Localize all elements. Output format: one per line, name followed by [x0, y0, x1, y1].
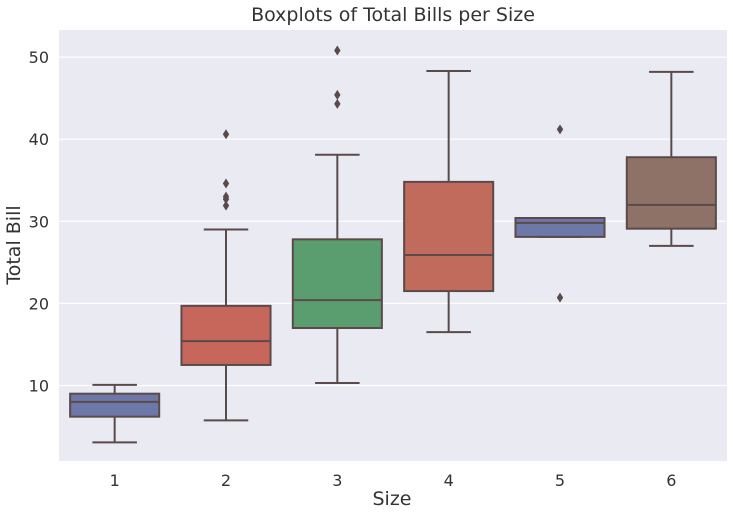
outlier-2-3	[222, 178, 230, 189]
x-tick-label-5: 5	[555, 471, 565, 490]
plot-background	[59, 30, 727, 461]
x-tick-label-2: 2	[221, 471, 231, 490]
outlier-3-1	[334, 89, 341, 100]
box-group-6	[625, 70, 717, 247]
tick-labels: 10 20 30 40 50 1 2 3 4 5 6	[29, 48, 677, 490]
y-tick-label-40: 40	[29, 130, 49, 149]
outlier-5-1	[556, 124, 564, 135]
x-tick-label-1: 1	[110, 471, 120, 490]
x-axis-label: Size	[372, 488, 411, 510]
x-tick-label-4: 4	[444, 471, 454, 490]
x-tick-label-6: 6	[666, 471, 676, 490]
y-axis-label: Total Bill	[3, 205, 25, 285]
box-group-2	[180, 129, 272, 422]
outlier-3-0	[334, 98, 341, 109]
box-group-3	[291, 45, 383, 385]
gridlines	[59, 56, 727, 387]
box-3	[291, 238, 383, 330]
y-tick-label-10: 10	[29, 376, 49, 395]
y-tick-label-50: 50	[29, 48, 49, 67]
outlier-2-2	[222, 191, 230, 202]
outlier-3-2	[334, 45, 341, 56]
boxes-layer	[69, 45, 717, 444]
box-6	[625, 156, 717, 230]
box-2	[180, 304, 272, 366]
box-group-5	[514, 124, 606, 303]
box-group-1	[69, 383, 161, 444]
box-1	[69, 392, 161, 418]
outlier-2-4	[222, 129, 230, 140]
box-group-4	[403, 70, 495, 334]
y-tick-label-20: 20	[29, 294, 49, 313]
box-4	[403, 180, 495, 293]
x-tick-label-3: 3	[332, 471, 342, 490]
chart-title: Boxplots of Total Bills per Size	[251, 4, 535, 26]
outlier-5-0	[556, 292, 564, 303]
outlier-2-0	[222, 200, 230, 211]
box-5	[514, 216, 606, 238]
y-tick-label-30: 30	[29, 212, 49, 231]
